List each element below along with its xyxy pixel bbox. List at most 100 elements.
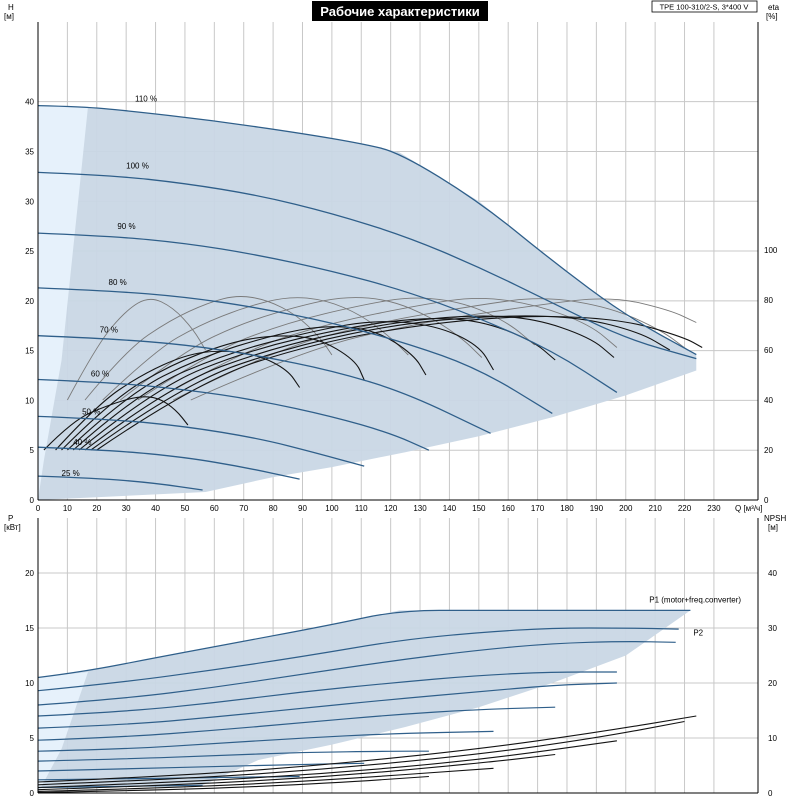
x-tick-label: 190 — [590, 504, 604, 513]
head-curve — [37, 335, 491, 434]
head-curve — [37, 378, 430, 451]
speed-label: 25 % — [62, 469, 80, 478]
speed-label: 100 % — [126, 161, 149, 170]
y-tick-label: 0 — [30, 496, 35, 505]
speed-label: 60 % — [91, 370, 109, 379]
npsh-curve — [37, 715, 697, 783]
x-tick-label: 120 — [384, 504, 398, 513]
npsh-tick-label: 0 — [768, 789, 773, 798]
x-tick-label: 20 — [92, 504, 101, 513]
y-tick-label: 35 — [25, 147, 34, 156]
speed-label: 80 % — [109, 278, 127, 287]
efficiency-curve — [190, 298, 697, 401]
x-tick-label: 100 — [325, 504, 339, 513]
speed-label: 110 % — [135, 95, 157, 104]
speed-label: 70 % — [100, 326, 118, 335]
head-curve — [37, 415, 365, 467]
chart-title: Рабочие характеристики — [320, 4, 480, 19]
y2-tick-label: 80 — [764, 296, 773, 305]
y-tick-label: 10 — [25, 396, 34, 405]
x-tick-label: 150 — [472, 504, 486, 513]
npsh-tick-label: 20 — [768, 679, 777, 688]
npsh-curve — [37, 775, 429, 794]
power-curve — [37, 682, 617, 729]
y2-tick-label: 60 — [764, 346, 773, 355]
head-axis-label: H — [8, 3, 14, 12]
power-tick-label: 20 — [25, 569, 34, 578]
npsh-tick-label: 40 — [768, 569, 777, 578]
power-curve — [37, 609, 691, 679]
efficiency-curve — [67, 298, 206, 401]
efficiency-curve-motor — [43, 396, 189, 451]
efficiency-curve — [155, 298, 618, 401]
power-tick-label: 15 — [25, 624, 34, 633]
x-tick-label: 160 — [502, 504, 516, 513]
power-curve — [37, 730, 494, 752]
y-tick-label: 25 — [25, 247, 34, 256]
model-box — [651, 0, 758, 13]
npsh-tick-label: 30 — [768, 624, 777, 633]
efficiency-curve-motor — [67, 326, 427, 451]
efficiency-curve — [172, 298, 688, 401]
head-curve — [37, 171, 697, 360]
x-tick-label: 170 — [531, 504, 545, 513]
power-axis-label: P — [8, 514, 13, 523]
efficiency-curve-motor — [61, 335, 365, 451]
power-curve — [37, 762, 365, 772]
x-tick-label: 90 — [298, 504, 307, 513]
x-tick-label: 60 — [210, 504, 219, 513]
power-curve — [37, 706, 556, 741]
head-curve — [37, 232, 618, 393]
power-axis-unit: [кВт] — [4, 523, 21, 532]
npsh-tick-label: 10 — [768, 734, 777, 743]
efficiency-curve — [120, 297, 483, 401]
power-curve — [37, 750, 429, 762]
power-curve — [37, 671, 617, 717]
power-tick-label: 5 — [30, 734, 35, 743]
series-label: P2 — [693, 629, 703, 638]
npsh-curve — [37, 720, 685, 786]
efficiency-curve-motor — [72, 321, 494, 451]
x-tick-label: 110 — [355, 504, 368, 513]
y-tick-label: 5 — [30, 446, 35, 455]
model-label: TPE 100-310/2-S, 3*400 V — [660, 3, 749, 12]
x-tick-label: 220 — [678, 504, 692, 513]
power-chart: P1 (motor+freq.converter) P2 0 5 10 15 20 0 10 20… — [25, 518, 777, 798]
efficiency-curve-motor — [90, 315, 671, 451]
y-tick-label: 20 — [25, 297, 34, 306]
speed-label: 50 % — [82, 407, 100, 416]
x-tick-label: 180 — [560, 504, 574, 513]
y2-tick-label: 100 — [764, 246, 778, 255]
power-tick-label: 10 — [25, 679, 34, 688]
x-tick-label: 0 — [36, 504, 41, 513]
power-curve — [37, 775, 300, 781]
x-tick-label: 70 — [239, 504, 248, 513]
series-label: P1 (motor+freq.converter) — [649, 596, 741, 605]
speed-label: 40 % — [73, 438, 91, 447]
speed-label: 90 % — [117, 222, 135, 231]
power-curve — [37, 627, 679, 692]
npsh-curve — [37, 740, 617, 789]
npsh-axis-label: NPSH — [764, 514, 786, 523]
flow-axis-label: Q [м³/ч] — [735, 504, 762, 513]
x-tick-label: 30 — [122, 504, 131, 513]
head-curve — [37, 475, 203, 491]
y-tick-label: 15 — [25, 347, 34, 356]
y2-tick-label: 40 — [764, 396, 773, 405]
efficiency-curve — [84, 296, 333, 401]
head-curve — [37, 287, 553, 414]
head-chart: 110 % 100 % 90 % 80 % 70 % 60 % 50 % 40 % 25 % 0 1… — [25, 22, 778, 513]
x-tick-label: 230 — [707, 504, 721, 513]
eta-axis-label: eta — [768, 3, 780, 12]
power-curve — [37, 640, 676, 706]
efficiency-curve-motor — [84, 315, 615, 451]
power-tick-label: 0 — [30, 789, 35, 798]
npsh-axis-unit: [м] — [768, 523, 778, 532]
npsh-curve — [37, 767, 494, 792]
head-curve — [37, 104, 697, 356]
x-tick-label: 200 — [619, 504, 633, 513]
npsh-curve — [37, 753, 556, 791]
x-tick-label: 140 — [443, 504, 457, 513]
